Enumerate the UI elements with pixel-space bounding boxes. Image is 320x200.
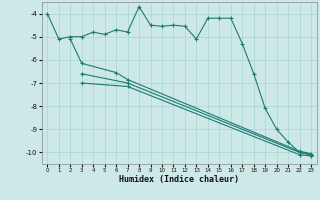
X-axis label: Humidex (Indice chaleur): Humidex (Indice chaleur): [119, 175, 239, 184]
